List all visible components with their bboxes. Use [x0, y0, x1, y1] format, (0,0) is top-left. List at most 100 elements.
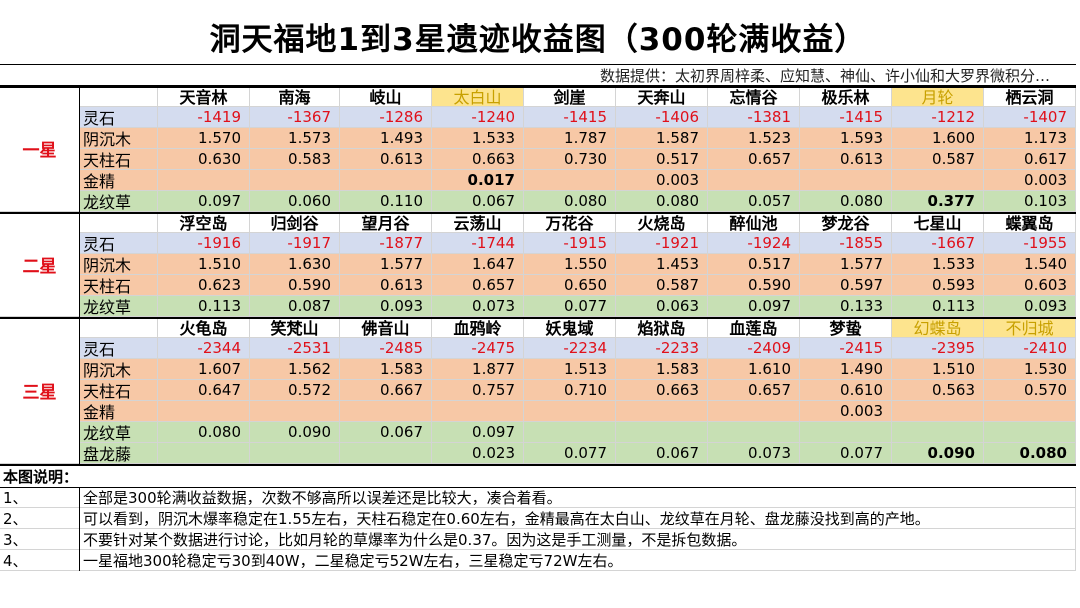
value-cell: -2410 — [984, 338, 1076, 359]
value-cell — [892, 170, 984, 191]
value-cell: 0.060 — [250, 191, 340, 212]
value-cell: -1915 — [524, 233, 616, 254]
value-cell: 0.077 — [524, 443, 616, 464]
value-cell: -2475 — [432, 338, 524, 359]
resource-label: 龙纹草 — [80, 296, 158, 317]
value-cell: 0.583 — [250, 149, 340, 170]
value-cell: 1.587 — [616, 128, 708, 149]
ruin-name-header: 剑崖 — [524, 86, 616, 107]
value-cell: 1.577 — [800, 254, 892, 275]
ruin-name-header: 浮空岛 — [158, 212, 250, 233]
value-cell: 0.730 — [524, 149, 616, 170]
value-cell: 0.663 — [432, 149, 524, 170]
value-cell: 0.663 — [616, 380, 708, 401]
value-cell: 1.600 — [892, 128, 984, 149]
ruin-name-header: 妖鬼域 — [524, 317, 616, 338]
value-cell: 0.587 — [892, 149, 984, 170]
value-cell: 0.603 — [984, 275, 1076, 296]
ruin-name-header: 焰狱岛 — [616, 317, 708, 338]
value-cell: 0.613 — [340, 149, 432, 170]
value-cell: 0.757 — [432, 380, 524, 401]
cell-border — [0, 487, 1076, 488]
value-cell: -2531 — [250, 338, 340, 359]
resource-label: 天柱石 — [80, 149, 158, 170]
value-cell: -2485 — [340, 338, 432, 359]
value-cell: 0.080 — [984, 443, 1076, 464]
note-number: 3、 — [0, 529, 80, 550]
value-cell: 1.610 — [708, 359, 800, 380]
cell-border — [79, 317, 80, 464]
ruin-name-header: 归剑谷 — [250, 212, 340, 233]
page-title: 洞天福地1到3星遗迹收益图（300轮满收益） — [209, 21, 867, 58]
value-cell: 0.103 — [984, 191, 1076, 212]
star-level-label: 一星 — [0, 86, 80, 212]
ruin-name-header: 云荡山 — [432, 212, 524, 233]
ruin-name-header: 岐山 — [340, 86, 432, 107]
value-cell — [708, 422, 800, 443]
value-cell — [250, 443, 340, 464]
value-cell — [158, 443, 250, 464]
value-cell: 0.003 — [616, 170, 708, 191]
value-cell: -1419 — [158, 107, 250, 128]
notes-heading: 本图说明： — [3, 468, 79, 486]
cell-border — [0, 85, 1076, 86]
value-cell: 0.563 — [892, 380, 984, 401]
value-cell: -1406 — [616, 107, 708, 128]
value-cell: 1.593 — [800, 128, 892, 149]
value-cell: -1415 — [524, 107, 616, 128]
ruin-name-header: 太白山 — [432, 86, 524, 107]
value-cell: 1.607 — [158, 359, 250, 380]
value-cell: 0.630 — [158, 149, 250, 170]
cell-border — [0, 317, 1076, 319]
value-cell — [800, 422, 892, 443]
value-cell: 0.650 — [524, 275, 616, 296]
value-cell: 0.077 — [524, 296, 616, 317]
value-cell — [984, 422, 1076, 443]
value-cell: 0.570 — [984, 380, 1076, 401]
value-cell: 1.490 — [800, 359, 892, 380]
note-text: 不要针对某个数据进行讨论，比如月轮的草爆率为什么是0.37。因为这是手工测量，不… — [80, 529, 1076, 550]
resource-label: 金精 — [80, 401, 158, 422]
value-cell: 0.610 — [800, 380, 892, 401]
value-cell: 0.133 — [800, 296, 892, 317]
value-cell: 0.003 — [800, 401, 892, 422]
value-cell: 1.513 — [524, 359, 616, 380]
ruin-name-header: 佛音山 — [340, 317, 432, 338]
value-cell: 0.710 — [524, 380, 616, 401]
value-cell: -2415 — [800, 338, 892, 359]
resource-label: 阴沉木 — [80, 128, 158, 149]
resource-label: 天柱石 — [80, 275, 158, 296]
ruin-name-header: 南海 — [250, 86, 340, 107]
value-cell: 1.530 — [984, 359, 1076, 380]
value-cell: 0.003 — [984, 170, 1076, 191]
value-cell — [158, 401, 250, 422]
value-cell: -1667 — [892, 233, 984, 254]
value-cell: -1921 — [616, 233, 708, 254]
value-cell: 0.073 — [432, 296, 524, 317]
value-cell: 0.067 — [616, 443, 708, 464]
value-cell: 0.623 — [158, 275, 250, 296]
resource-label: 灵石 — [80, 338, 158, 359]
value-cell: 0.657 — [432, 275, 524, 296]
cell-border — [0, 464, 1076, 466]
value-cell: -1924 — [708, 233, 800, 254]
value-cell: -2233 — [616, 338, 708, 359]
resource-label: 盘龙藤 — [80, 443, 158, 464]
value-cell: 0.113 — [158, 296, 250, 317]
resource-label: 灵石 — [80, 233, 158, 254]
value-cell: -1415 — [800, 107, 892, 128]
cell-border — [0, 86, 1076, 88]
value-cell: 1.787 — [524, 128, 616, 149]
note-text: 一星福地300轮稳定亏30到40W，二星稳定亏52W左右，三星稳定亏72W左右。 — [80, 550, 1076, 571]
value-cell: 0.110 — [340, 191, 432, 212]
ruin-name-header: 万花谷 — [524, 212, 616, 233]
note-number: 1、 — [0, 487, 80, 508]
resource-label: 天柱石 — [80, 380, 158, 401]
value-cell — [892, 401, 984, 422]
value-cell: -2234 — [524, 338, 616, 359]
value-cell: -1916 — [158, 233, 250, 254]
value-cell: 0.080 — [800, 191, 892, 212]
value-cell — [708, 401, 800, 422]
value-cell: -1955 — [984, 233, 1076, 254]
ruin-name-header: 七星山 — [892, 212, 984, 233]
